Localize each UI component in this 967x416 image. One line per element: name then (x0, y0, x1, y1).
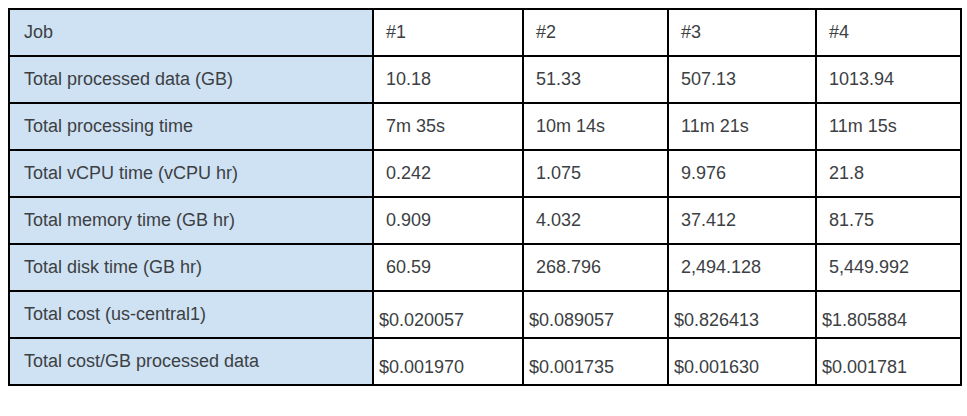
table-row-disk-time: Total disk time (GB hr) 60.59 268.796 2,… (9, 244, 961, 291)
table-row-cost-per-gb: Total cost/GB processed data $0.001970 $… (9, 338, 961, 385)
cell-value: 10m 14s (523, 103, 668, 150)
cell-value: 5,449.992 (816, 244, 961, 291)
table-row-vcpu-time: Total vCPU time (vCPU hr) 0.242 1.075 9.… (9, 150, 961, 197)
page: Job #1 #2 #3 #4 Total processed data (GB… (0, 0, 967, 386)
cell-value: $0.089057 (523, 291, 668, 338)
cell-value: $0.001781 (816, 338, 961, 385)
cell-value: 2,494.128 (668, 244, 816, 291)
cell-value: 10.18 (373, 56, 523, 103)
cell-value: 51.33 (523, 56, 668, 103)
row-header-memory-time: Total memory time (GB hr) (9, 197, 373, 244)
cell-value: 60.59 (373, 244, 523, 291)
row-header-processing-time: Total processing time (9, 103, 373, 150)
job-cost-table: Job #1 #2 #3 #4 Total processed data (GB… (8, 8, 962, 386)
column-header-4: #4 (816, 9, 961, 56)
table-row-total-cost: Total cost (us-central1) $0.020057 $0.08… (9, 291, 961, 338)
cell-value: 21.8 (816, 150, 961, 197)
cell-value: $0.001630 (668, 338, 816, 385)
row-header-total-cost: Total cost (us-central1) (9, 291, 373, 338)
column-header-1: #1 (373, 9, 523, 56)
cell-value: 37.412 (668, 197, 816, 244)
cell-value: 81.75 (816, 197, 961, 244)
cell-value: 11m 21s (668, 103, 816, 150)
row-header-processed-data: Total processed data (GB) (9, 56, 373, 103)
cell-value: 4.032 (523, 197, 668, 244)
table-row-processing-time: Total processing time 7m 35s 10m 14s 11m… (9, 103, 961, 150)
cell-value: 7m 35s (373, 103, 523, 150)
cell-value: 1013.94 (816, 56, 961, 103)
cell-value: 0.909 (373, 197, 523, 244)
cell-value: $0.001970 (373, 338, 523, 385)
row-header-cost-per-gb: Total cost/GB processed data (9, 338, 373, 385)
cell-value: 1.075 (523, 150, 668, 197)
cell-value: 9.976 (668, 150, 816, 197)
column-header-2: #2 (523, 9, 668, 56)
cell-value: $0.826413 (668, 291, 816, 338)
cell-value: $0.001735 (523, 338, 668, 385)
table-row-memory-time: Total memory time (GB hr) 0.909 4.032 37… (9, 197, 961, 244)
cell-value: 0.242 (373, 150, 523, 197)
table-row-processed-data: Total processed data (GB) 10.18 51.33 50… (9, 56, 961, 103)
cell-value: 507.13 (668, 56, 816, 103)
row-header-vcpu-time: Total vCPU time (vCPU hr) (9, 150, 373, 197)
cell-value: 11m 15s (816, 103, 961, 150)
column-header-3: #3 (668, 9, 816, 56)
cell-value: $0.020057 (373, 291, 523, 338)
row-header-job: Job (9, 9, 373, 56)
table-header-row: Job #1 #2 #3 #4 (9, 9, 961, 56)
cell-value: $1.805884 (816, 291, 961, 338)
cell-value: 268.796 (523, 244, 668, 291)
row-header-disk-time: Total disk time (GB hr) (9, 244, 373, 291)
